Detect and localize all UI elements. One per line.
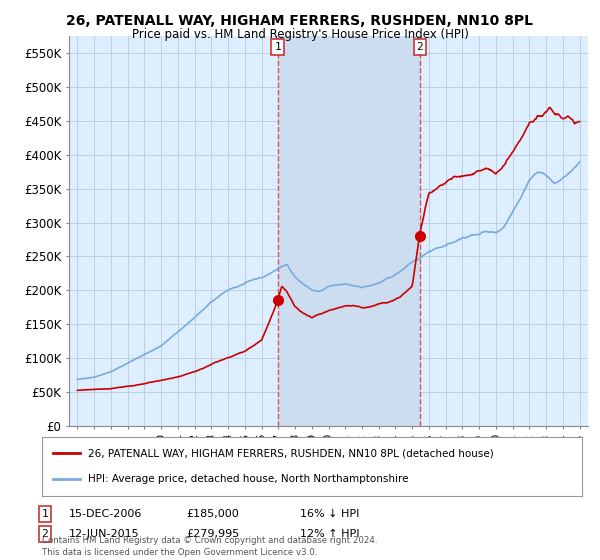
Text: 2: 2 [416,42,423,52]
Text: 1: 1 [274,42,281,52]
Text: HPI: Average price, detached house, North Northamptonshire: HPI: Average price, detached house, Nort… [88,474,409,484]
Text: Price paid vs. HM Land Registry's House Price Index (HPI): Price paid vs. HM Land Registry's House … [131,28,469,41]
Text: £279,995: £279,995 [186,529,239,539]
Text: 12% ↑ HPI: 12% ↑ HPI [300,529,359,539]
Bar [278,36,420,426]
Text: 15-DEC-2006: 15-DEC-2006 [69,509,142,519]
Text: 12-JUN-2015: 12-JUN-2015 [69,529,140,539]
Text: Contains HM Land Registry data © Crown copyright and database right 2024.
This d: Contains HM Land Registry data © Crown c… [42,536,377,557]
Text: 1: 1 [41,509,49,519]
Text: £185,000: £185,000 [186,509,239,519]
Text: 2: 2 [41,529,49,539]
Text: 26, PATENALL WAY, HIGHAM FERRERS, RUSHDEN, NN10 8PL (detached house): 26, PATENALL WAY, HIGHAM FERRERS, RUSHDE… [88,448,494,458]
Text: 26, PATENALL WAY, HIGHAM FERRERS, RUSHDEN, NN10 8PL: 26, PATENALL WAY, HIGHAM FERRERS, RUSHDE… [67,14,533,28]
Text: 16% ↓ HPI: 16% ↓ HPI [300,509,359,519]
